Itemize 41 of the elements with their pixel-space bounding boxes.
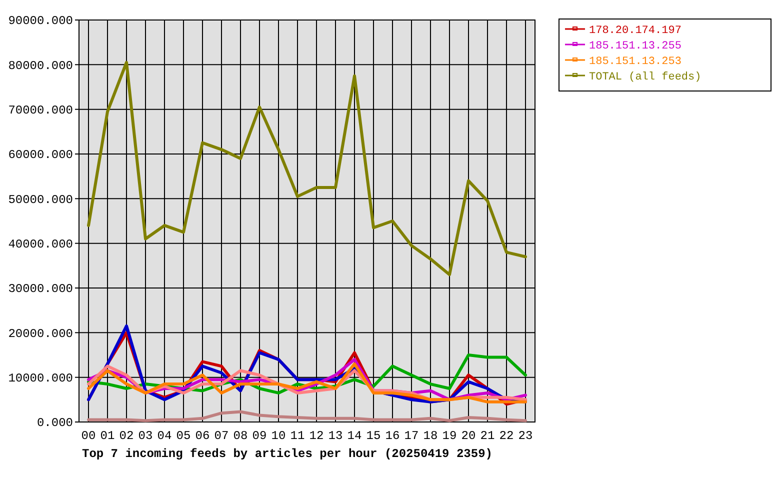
x-tick-label: 09 [252, 429, 267, 443]
x-tick-label: 12 [309, 429, 324, 443]
y-tick-label: 80000.000 [8, 58, 73, 73]
y-tick-label: 0.000 [36, 416, 73, 430]
x-tick-label: 00 [81, 429, 96, 443]
text: Top 7 incoming feeds by articles per hour (20250419 2359) [82, 447, 492, 461]
x-tick-label: 04 [157, 429, 172, 443]
x-tick-label: 05 [176, 429, 191, 443]
x-tick-label: 01 [100, 429, 115, 443]
y-tick-label: 10000.000 [8, 372, 73, 386]
x-tick-label: 18 [423, 429, 438, 443]
x-tick-label: 14 [347, 429, 362, 443]
x-tick-label: 03 [138, 429, 153, 443]
y-tick-label: 50000.000 [8, 192, 73, 207]
y-tick-label: 70000.000 [8, 104, 73, 118]
line-series [87, 410, 527, 422]
x-tick-label: 20 [461, 429, 476, 443]
x-tick-label: 13 [328, 429, 343, 443]
legend-label: TOTAL (all feeds) [589, 71, 702, 84]
y-tick-label: 30000.000 [8, 282, 73, 296]
x-tick-label: 17 [404, 429, 419, 443]
x-tick-label: 16 [385, 429, 400, 443]
legend-label: 185.151.13.253 [589, 56, 682, 68]
x-tick-label: 10 [271, 429, 286, 443]
x-tick-label: 19 [442, 429, 457, 443]
legend-label: 178.20.174.197 [589, 24, 682, 37]
x-tick-label: 15 [366, 429, 381, 443]
y-tick-label: 90000.000 [8, 14, 73, 28]
y-tick-label: 40000.000 [8, 238, 73, 252]
legend-label: 185.151.13.255 [589, 40, 682, 52]
line-series [87, 60, 527, 276]
x-tick-label: 21 [480, 429, 495, 443]
x-tick-label: 02 [119, 429, 134, 443]
x-tick-label: 22 [499, 429, 514, 443]
y-tick-label: 60000.000 [8, 148, 73, 162]
x-tick-label: 23 [518, 429, 533, 443]
x-tick-label: 07 [214, 429, 229, 443]
x-tick-label: 11 [290, 429, 305, 443]
y-tick-label: 20000.000 [8, 326, 73, 341]
x-tick-label: 06 [195, 429, 210, 443]
x-tick-label: 08 [233, 429, 248, 443]
